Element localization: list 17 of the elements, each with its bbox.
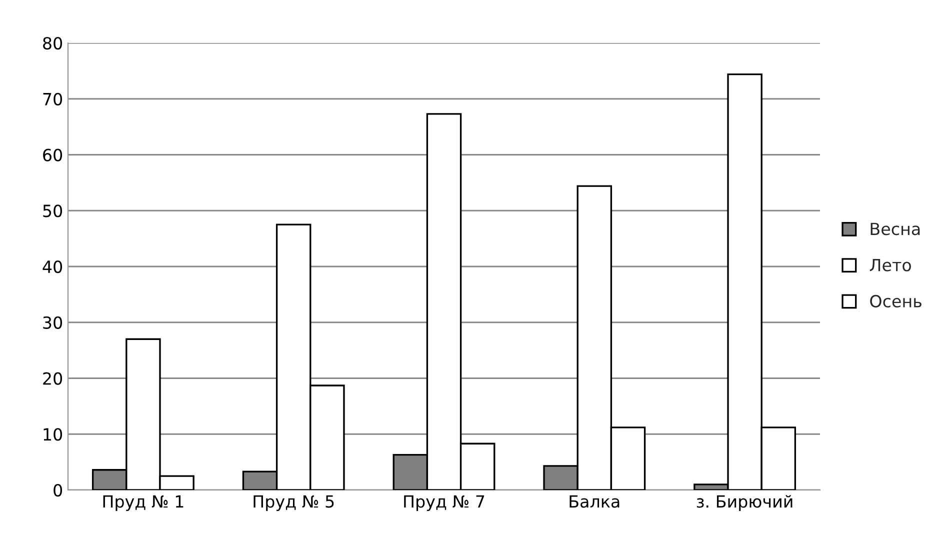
x-tick-label: Пруд № 7 xyxy=(404,495,484,511)
x-tick-label: Пруд № 1 xyxy=(103,495,184,511)
x-tick-label: з. Бирючий xyxy=(696,494,792,511)
y-tick-label: 0 xyxy=(54,484,62,497)
y-tick-label: 50 xyxy=(43,204,62,218)
y-tick-label: 60 xyxy=(43,148,62,162)
legend-label: Лето xyxy=(870,258,911,272)
legend-label: Осень xyxy=(870,294,922,308)
x-tick-label: Балка xyxy=(570,495,620,508)
y-tick-label: 40 xyxy=(42,260,62,274)
legend-label: Весна xyxy=(870,222,920,236)
y-tick-label: 20 xyxy=(43,372,62,385)
y-tick-label: 30 xyxy=(43,316,62,329)
y-tick-label: 80 xyxy=(43,36,62,50)
y-tick-label: 10 xyxy=(44,428,62,441)
x-tick-label: Пруд № 5 xyxy=(254,495,334,511)
y-tick-label: 70 xyxy=(43,92,62,106)
